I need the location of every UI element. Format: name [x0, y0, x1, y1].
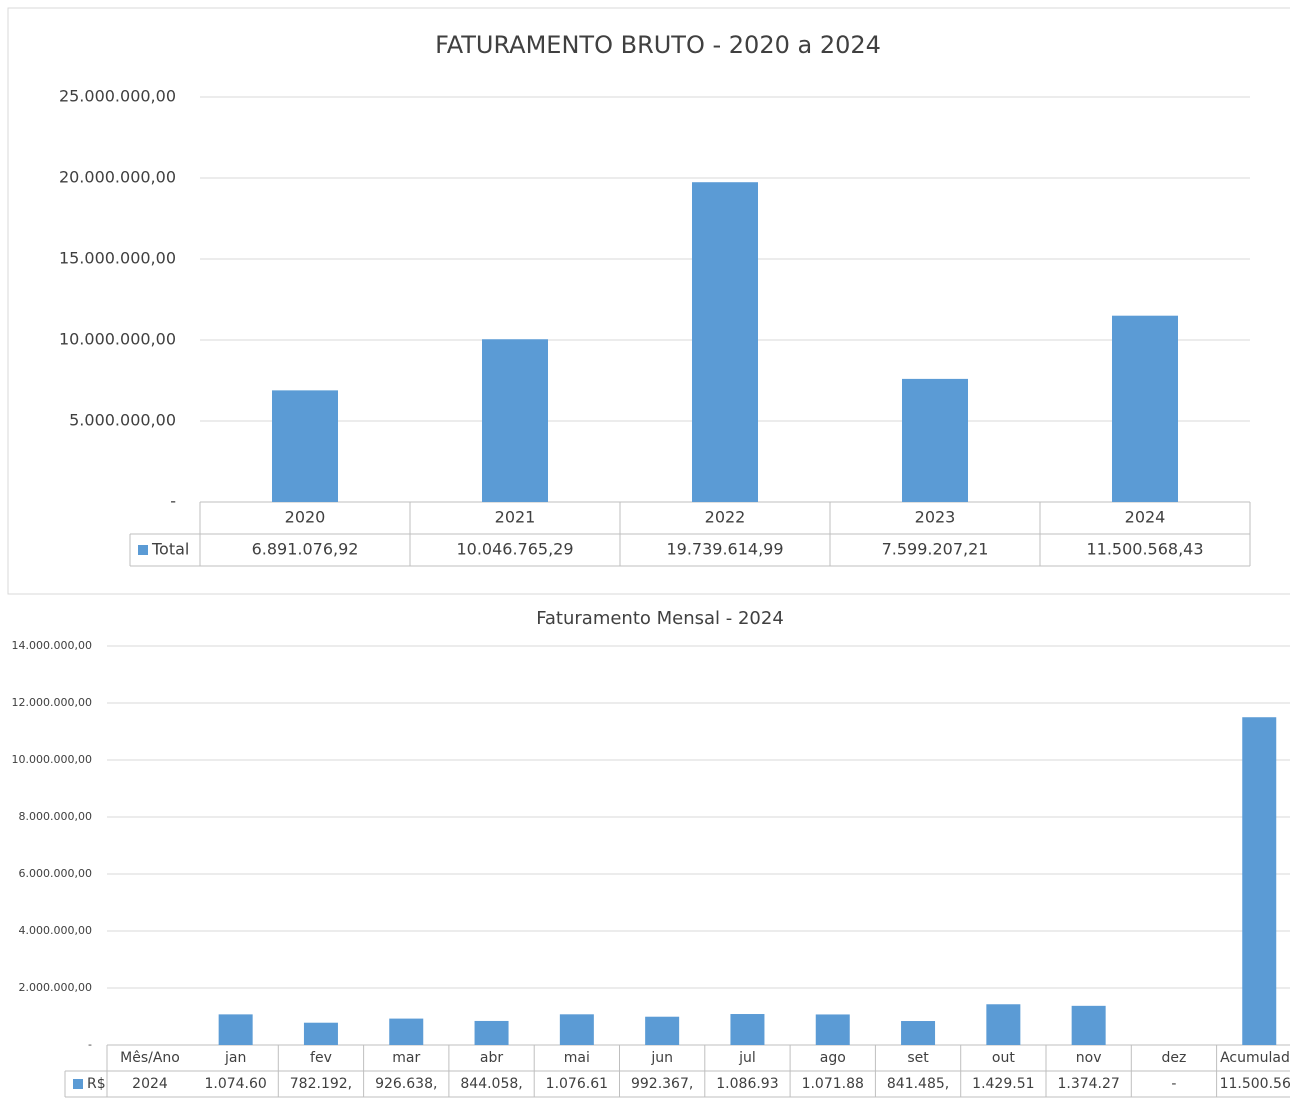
bar	[986, 1004, 1021, 1045]
value-label: 11.500.568,43	[1086, 540, 1203, 559]
y-tick-label: 12.000.000,00	[12, 696, 92, 709]
bar	[482, 339, 548, 502]
x-tick-label: out	[992, 1050, 1015, 1066]
y-tick-label: 10.000.000,00	[59, 330, 176, 349]
table-row-header: 2024	[132, 1076, 168, 1092]
y-tick-label: 14.000.000,00	[12, 639, 92, 652]
value-label: 1.074.60	[204, 1076, 266, 1092]
value-label: 1.086.93	[716, 1076, 778, 1092]
chart-frame	[7, 7, 1290, 595]
x-tick-label: 2023	[915, 508, 956, 527]
x-tick-label: abr	[480, 1050, 503, 1066]
x-tick-label: set	[907, 1050, 929, 1066]
bar	[474, 1020, 509, 1045]
legend-swatch	[138, 545, 148, 555]
y-tick-label: 8.000.000,00	[19, 810, 92, 823]
value-label: 1.374.27	[1057, 1076, 1119, 1092]
value-label: 1.071.88	[802, 1076, 864, 1092]
bar	[730, 1014, 765, 1045]
y-tick-label: -	[88, 1038, 92, 1051]
x-tick-label: mai	[564, 1050, 590, 1066]
x-tick-label: fev	[310, 1050, 332, 1066]
y-tick-label: 15.000.000,00	[59, 249, 176, 268]
chart-title: Faturamento Mensal - 2024	[536, 608, 784, 629]
value-label: 19.739.614,99	[666, 540, 783, 559]
x-tick-label: mar	[392, 1050, 420, 1066]
bar	[902, 378, 968, 502]
x-tick-label: 2020	[285, 508, 326, 527]
x-tick-label: jun	[650, 1050, 673, 1066]
bar	[1112, 315, 1178, 502]
value-label: 10.046.765,29	[456, 540, 573, 559]
y-tick-label: 5.000.000,00	[69, 411, 176, 430]
bar	[272, 390, 338, 502]
legend-swatch	[73, 1079, 83, 1089]
x-tick-label: Acumulado	[1220, 1050, 1290, 1066]
y-tick-label: 20.000.000,00	[59, 168, 176, 187]
bar	[559, 1014, 594, 1045]
table-corner: Mês/Ano	[120, 1050, 180, 1066]
bar	[692, 182, 758, 502]
x-tick-label: jul	[738, 1050, 756, 1066]
y-tick-label: 10.000.000,00	[12, 753, 92, 766]
bar	[218, 1014, 253, 1045]
value-label: 926.638,	[375, 1076, 437, 1092]
y-tick-label: -	[170, 492, 176, 511]
x-tick-label: jan	[224, 1050, 246, 1066]
bar	[815, 1014, 850, 1045]
x-tick-label: 2021	[495, 508, 536, 527]
value-label: 1.429.51	[972, 1076, 1034, 1092]
chart-title: FATURAMENTO BRUTO - 2020 a 2024	[435, 31, 881, 59]
y-tick-label: 6.000.000,00	[19, 867, 92, 880]
value-label: -	[1171, 1076, 1176, 1092]
value-label: 11.500.568,43	[1220, 1076, 1290, 1092]
value-label: 782.192,	[290, 1076, 352, 1092]
value-label: 7.599.207,21	[882, 540, 989, 559]
value-label: 6.891.076,92	[252, 540, 359, 559]
y-tick-label: 2.000.000,00	[19, 981, 92, 994]
bar	[901, 1021, 936, 1045]
bar	[303, 1022, 338, 1045]
value-label: 841.485,	[887, 1076, 949, 1092]
bar	[1071, 1005, 1106, 1045]
x-tick-label: nov	[1076, 1050, 1102, 1066]
value-label: 1.076.61	[546, 1076, 608, 1092]
x-tick-label: 2024	[1125, 508, 1166, 527]
legend-label: R$	[87, 1076, 106, 1092]
x-tick-label: dez	[1162, 1050, 1187, 1066]
y-tick-label: 25.000.000,00	[59, 87, 176, 106]
y-tick-label: 4.000.000,00	[19, 924, 92, 937]
x-tick-label: 2022	[705, 508, 746, 527]
bar	[645, 1016, 680, 1045]
value-label: 844.058,	[460, 1076, 522, 1092]
value-label: 992.367,	[631, 1076, 693, 1092]
bar	[389, 1018, 424, 1045]
x-tick-label: ago	[820, 1050, 846, 1066]
legend-label: Total	[151, 540, 189, 559]
bar	[1242, 717, 1277, 1045]
